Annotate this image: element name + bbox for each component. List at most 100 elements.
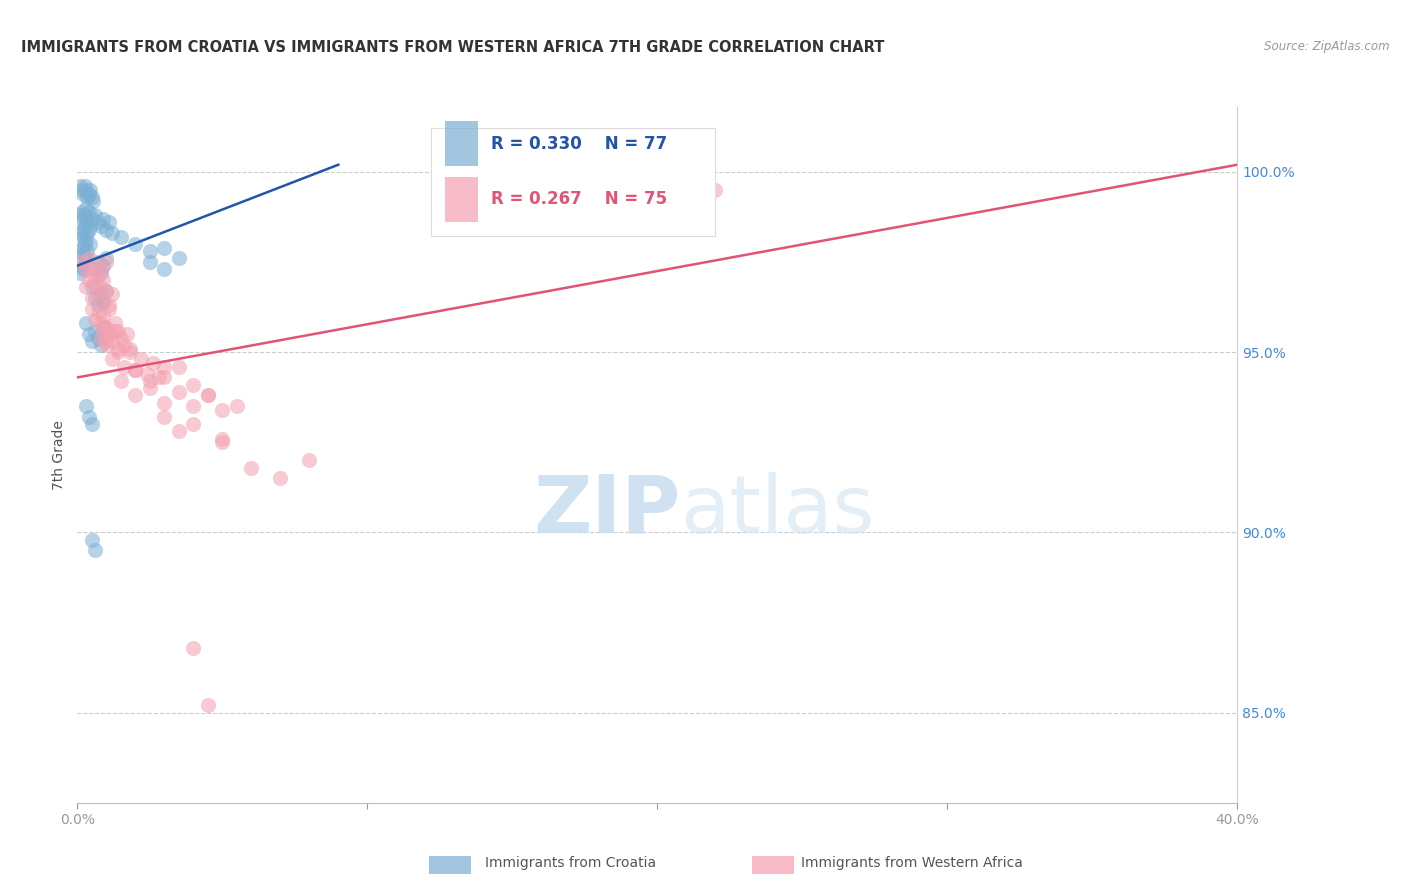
Text: Source: ZipAtlas.com: Source: ZipAtlas.com — [1264, 40, 1389, 54]
Text: R = 0.267    N = 75: R = 0.267 N = 75 — [492, 190, 668, 208]
Point — [77, 222, 100, 236]
Point — [93, 294, 115, 309]
Point — [75, 252, 97, 266]
Point — [197, 388, 219, 402]
Point — [80, 301, 103, 316]
Point — [80, 190, 103, 204]
Point — [73, 208, 96, 222]
Point — [93, 259, 115, 273]
Point — [211, 432, 233, 446]
Point — [72, 255, 94, 269]
Point — [112, 338, 135, 352]
Point — [90, 280, 111, 294]
Point — [183, 377, 205, 392]
Point — [98, 215, 121, 229]
Point — [90, 331, 111, 345]
Point — [93, 309, 115, 323]
Point — [69, 244, 91, 259]
Point — [240, 460, 263, 475]
Point — [76, 215, 98, 229]
Point — [70, 204, 93, 219]
Point — [83, 262, 105, 277]
Point — [90, 262, 111, 277]
Point — [225, 399, 247, 413]
Point — [167, 384, 190, 399]
Point — [96, 252, 118, 266]
Point — [153, 241, 176, 255]
Point — [211, 435, 233, 450]
Point — [86, 269, 108, 284]
Point — [139, 244, 162, 259]
Point — [124, 388, 146, 402]
Point — [101, 327, 124, 342]
Point — [112, 359, 135, 374]
Point — [73, 179, 96, 194]
Point — [183, 399, 205, 413]
Point — [72, 248, 94, 262]
Point — [115, 327, 138, 342]
Point — [75, 262, 97, 277]
Point — [183, 640, 205, 655]
Point — [83, 291, 105, 305]
Point — [76, 226, 98, 240]
Point — [79, 183, 101, 197]
Point — [77, 327, 100, 342]
Point — [197, 388, 219, 402]
Point — [98, 298, 121, 312]
Point — [73, 237, 96, 252]
Point — [98, 301, 121, 316]
Point — [101, 334, 124, 349]
Point — [77, 204, 100, 219]
Point — [298, 453, 321, 467]
Point — [124, 363, 146, 377]
Bar — [446, 177, 478, 222]
Point — [69, 226, 91, 240]
Text: atlas: atlas — [681, 472, 875, 549]
Point — [77, 186, 100, 201]
Point — [93, 320, 115, 334]
Point — [118, 345, 141, 359]
Point — [167, 252, 190, 266]
Point — [129, 352, 152, 367]
Point — [153, 262, 176, 277]
Point — [96, 284, 118, 298]
Point — [86, 331, 108, 345]
Point — [139, 381, 162, 395]
Point — [530, 186, 553, 201]
Point — [118, 342, 141, 356]
Point — [75, 201, 97, 215]
Point — [139, 255, 162, 269]
Point — [86, 298, 108, 312]
Point — [183, 417, 205, 432]
Point — [101, 352, 124, 367]
Point — [142, 356, 165, 370]
Point — [86, 255, 108, 269]
Point — [79, 219, 101, 233]
Point — [69, 179, 91, 194]
Point — [76, 190, 98, 204]
Point — [96, 284, 118, 298]
Point — [93, 320, 115, 334]
Point — [80, 211, 103, 226]
Text: Immigrants from Western Africa: Immigrants from Western Africa — [801, 856, 1024, 871]
Point — [83, 324, 105, 338]
Point — [104, 324, 127, 338]
Point — [96, 334, 118, 349]
Point — [101, 287, 124, 301]
Point — [90, 338, 111, 352]
Point — [75, 280, 97, 294]
Point — [80, 280, 103, 294]
Point — [83, 259, 105, 273]
Point — [153, 395, 176, 409]
Point — [79, 237, 101, 252]
Point — [90, 219, 111, 233]
Point — [167, 425, 190, 439]
Point — [80, 291, 103, 305]
Point — [75, 234, 97, 248]
Point — [83, 543, 105, 558]
Point — [153, 359, 176, 374]
Point — [72, 262, 94, 277]
Point — [75, 183, 97, 197]
Point — [211, 402, 233, 417]
Point — [86, 287, 108, 301]
